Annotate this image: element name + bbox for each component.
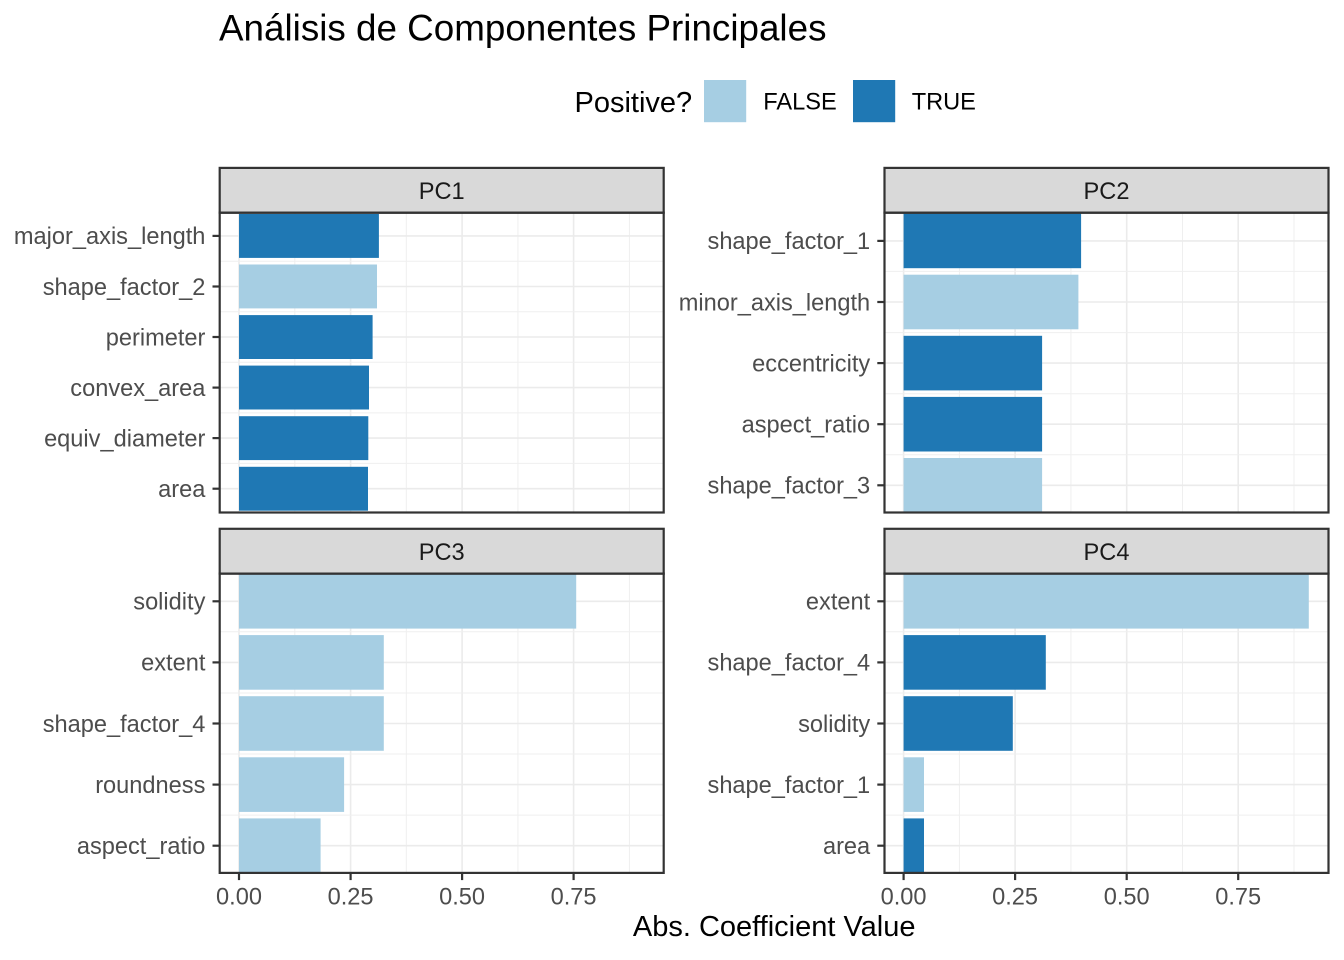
svg-text:0.75: 0.75 [1215, 884, 1261, 910]
svg-text:FALSE: FALSE [763, 89, 836, 115]
svg-text:shape_factor_4: shape_factor_4 [43, 712, 206, 738]
svg-text:perimeter: perimeter [106, 325, 206, 351]
svg-text:PC2: PC2 [1084, 179, 1130, 205]
svg-text:roundness: roundness [95, 773, 205, 799]
svg-text:0.00: 0.00 [881, 884, 927, 910]
svg-text:Positive?: Positive? [575, 87, 693, 119]
svg-text:Análisis de Componentes Princi: Análisis de Componentes Principales [219, 7, 826, 48]
svg-text:0.50: 0.50 [439, 884, 485, 910]
svg-text:solidity: solidity [798, 712, 870, 738]
svg-text:PC1: PC1 [419, 179, 465, 205]
svg-text:major_axis_length: major_axis_length [14, 224, 205, 250]
svg-text:area: area [158, 477, 206, 503]
svg-text:0.50: 0.50 [1104, 884, 1150, 910]
svg-text:shape_factor_1: shape_factor_1 [708, 229, 871, 255]
svg-text:shape_factor_2: shape_factor_2 [43, 275, 206, 301]
svg-text:aspect_ratio: aspect_ratio [742, 413, 871, 439]
svg-text:shape_factor_3: shape_factor_3 [708, 474, 871, 500]
svg-text:0.75: 0.75 [551, 884, 597, 910]
svg-text:PC3: PC3 [419, 540, 465, 566]
svg-text:solidity: solidity [133, 590, 205, 616]
svg-text:minor_axis_length: minor_axis_length [679, 290, 870, 316]
svg-text:0.25: 0.25 [328, 884, 374, 910]
svg-text:convex_area: convex_area [70, 376, 206, 402]
svg-text:eccentricity: eccentricity [752, 351, 870, 377]
svg-text:TRUE: TRUE [912, 89, 976, 115]
svg-text:shape_factor_1: shape_factor_1 [708, 773, 871, 799]
svg-text:aspect_ratio: aspect_ratio [77, 834, 206, 860]
svg-text:PC4: PC4 [1084, 540, 1130, 566]
svg-text:0.00: 0.00 [216, 884, 262, 910]
svg-text:area: area [823, 834, 871, 860]
svg-text:shape_factor_4: shape_factor_4 [708, 651, 871, 677]
svg-text:Abs. Coefficient Value: Abs. Coefficient Value [633, 911, 916, 943]
svg-text:0.25: 0.25 [992, 884, 1038, 910]
svg-text:equiv_diameter: equiv_diameter [44, 426, 205, 452]
svg-text:extent: extent [806, 590, 871, 616]
svg-text:extent: extent [141, 651, 206, 677]
